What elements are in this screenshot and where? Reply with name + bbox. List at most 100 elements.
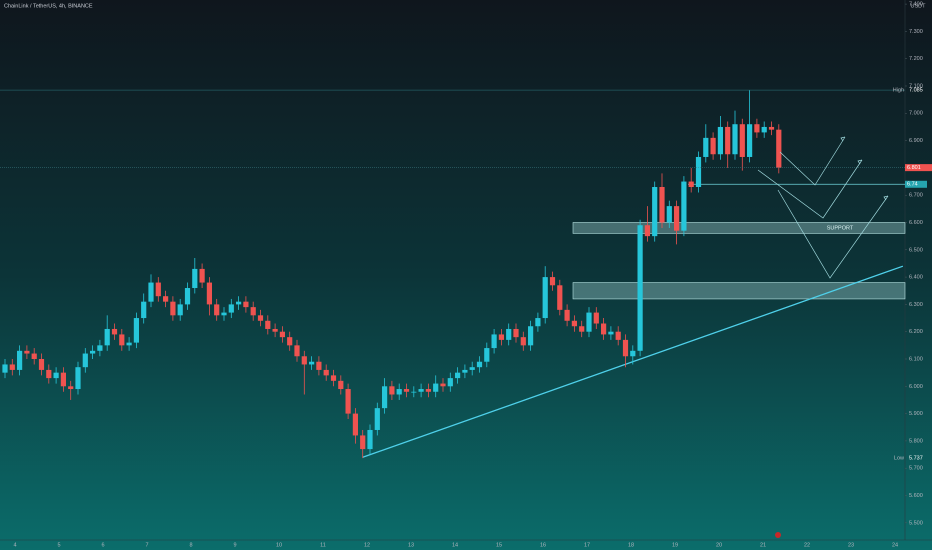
candle-body — [688, 181, 694, 188]
candle-body — [9, 364, 15, 370]
candle-body — [528, 326, 534, 346]
level-label: 6.74 — [907, 182, 918, 188]
candle-body — [68, 386, 74, 390]
currency-label: USDT — [911, 3, 927, 9]
candle-body — [184, 288, 191, 305]
y-tick-label: 5.700 — [909, 466, 923, 472]
low-tag-label: Low — [894, 456, 904, 462]
candle-body — [17, 350, 23, 370]
candle-body — [695, 156, 702, 188]
candle-body — [725, 126, 731, 155]
y-tick-label: 7.400 — [909, 2, 923, 8]
projection-arrow — [777, 189, 889, 279]
zone — [572, 282, 906, 300]
candle-body — [287, 337, 293, 346]
y-tick-label: 7.200 — [909, 56, 923, 62]
candle-body — [418, 389, 424, 392]
y-tick-label: 6.200 — [909, 329, 923, 335]
candle-body — [703, 137, 709, 157]
candle-body — [549, 277, 556, 286]
candle-body — [761, 126, 767, 133]
x-tick-label: 11 — [320, 542, 326, 548]
candle-body — [710, 137, 716, 155]
candle-body — [447, 378, 453, 387]
y-tick-label: 7.100 — [909, 83, 923, 89]
zone — [572, 222, 906, 234]
y-tick-label: 6.000 — [909, 384, 923, 390]
x-tick-label: 23 — [848, 542, 854, 548]
y-tick-label: 7.000 — [909, 111, 923, 117]
candle-body — [221, 312, 227, 316]
candle-body — [60, 372, 66, 387]
candle-body — [126, 342, 132, 346]
candle-body — [768, 126, 775, 130]
x-tick-label: 14 — [452, 542, 458, 548]
candle-body — [622, 339, 629, 357]
candle-body — [608, 331, 614, 335]
candle-body — [513, 328, 519, 338]
candle-body — [155, 282, 161, 297]
candle-body — [192, 268, 198, 289]
candle-body — [367, 429, 373, 450]
candle-body — [652, 187, 658, 237]
event-icon[interactable] — [775, 532, 781, 538]
projection-arrow — [757, 159, 863, 219]
candle-body — [141, 301, 147, 319]
candle-body — [97, 345, 103, 351]
candle-body — [345, 389, 351, 414]
y-tick-label: 6.500 — [909, 247, 923, 253]
candle-body — [46, 369, 52, 379]
x-tick-label: 13 — [408, 542, 414, 548]
candle-body — [24, 350, 30, 354]
candle-body — [462, 369, 468, 373]
x-tick-label: 7 — [145, 542, 148, 548]
candle-body — [557, 285, 563, 310]
last-price-label: 6.801 — [907, 165, 921, 171]
candle-body — [214, 304, 220, 316]
y-tick-label: 6.600 — [909, 220, 923, 226]
last-price-tag — [905, 164, 932, 172]
candle-body — [316, 361, 322, 370]
candle-body — [360, 435, 366, 450]
arrow-head — [857, 159, 863, 165]
candle-body — [330, 375, 337, 381]
candle-body — [323, 369, 329, 376]
x-tick-label: 4 — [13, 542, 16, 548]
candle-body — [542, 277, 548, 319]
candle-body — [506, 328, 512, 340]
candle-body — [396, 389, 402, 395]
y-tick-label: 6.300 — [909, 302, 923, 308]
candle-body — [294, 345, 300, 357]
x-tick-label: 24 — [892, 542, 898, 548]
candle-body — [177, 304, 183, 316]
candle-body — [747, 124, 753, 157]
candle-body — [352, 413, 358, 436]
candle-body — [374, 408, 380, 430]
candle-body — [520, 337, 526, 346]
candle-body — [403, 389, 410, 392]
candle-body — [206, 282, 212, 305]
candle-body — [243, 301, 249, 308]
candle-body — [579, 326, 585, 332]
x-tick-label: 20 — [716, 542, 722, 548]
x-tick-label: 18 — [628, 542, 634, 548]
candle-body — [75, 367, 81, 390]
chart-title: ChainLink / TetherUS, 4h, BINANCE — [4, 3, 93, 9]
candle-body — [228, 304, 234, 313]
projection-arrow — [779, 136, 846, 186]
x-tick-label: 16 — [540, 542, 546, 548]
x-tick-label: 10 — [276, 542, 282, 548]
candle-body — [469, 367, 475, 370]
x-tick-label: 12 — [364, 542, 370, 548]
arrow-head — [840, 136, 846, 142]
y-tick-label: 6.400 — [909, 275, 923, 281]
y-tick-label: 6.900 — [909, 138, 923, 144]
candle-body — [717, 126, 723, 155]
candle-body — [411, 391, 417, 393]
candle-body — [389, 386, 395, 395]
candle-body — [382, 386, 388, 409]
candle-body — [637, 225, 643, 351]
candle-body — [681, 181, 687, 231]
y-tick-label: 7.300 — [909, 29, 923, 35]
candle-body — [491, 334, 497, 349]
